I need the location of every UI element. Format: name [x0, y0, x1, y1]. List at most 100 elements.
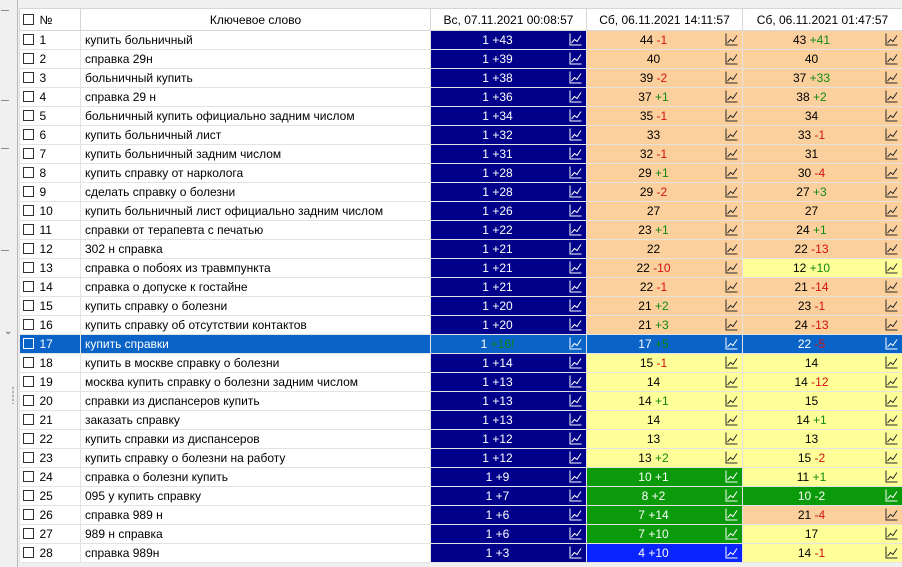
position-cell[interactable]: 10 -2 [742, 486, 902, 506]
row-checkbox-cell[interactable] [19, 467, 38, 487]
keyword-cell[interactable]: 302 н справка [80, 239, 431, 259]
position-cell[interactable]: 35 -1 [586, 106, 743, 126]
position-cell[interactable]: 14 [586, 410, 743, 430]
keyword-cell[interactable]: купить в москве справку о болезни [80, 353, 431, 373]
position-cell[interactable]: 14 [586, 372, 743, 392]
chart-icon[interactable] [569, 318, 582, 331]
chart-icon[interactable] [885, 261, 898, 274]
position-cell[interactable]: 22 -5 [742, 334, 902, 354]
chart-icon[interactable] [569, 470, 582, 483]
position-cell[interactable]: 29 -2 [586, 182, 743, 202]
chart-icon[interactable] [569, 413, 582, 426]
position-cell[interactable]: 21 +2 [586, 296, 743, 316]
chart-icon[interactable] [725, 527, 738, 540]
position-cell[interactable]: 14 -1 [742, 543, 902, 563]
position-cell[interactable]: 1 +20 [430, 315, 587, 335]
chart-icon[interactable] [725, 128, 738, 141]
row-checkbox[interactable] [23, 318, 35, 330]
position-cell[interactable]: 10 +1 [586, 467, 743, 487]
position-cell[interactable]: 30 -4 [742, 163, 902, 183]
chart-icon[interactable] [885, 299, 898, 312]
row-checkbox[interactable] [23, 242, 35, 254]
chart-icon[interactable] [569, 109, 582, 122]
position-cell[interactable]: 23 +1 [586, 220, 743, 240]
chart-icon[interactable] [725, 90, 738, 103]
keyword-cell[interactable]: 095 у купить справку [80, 486, 431, 506]
position-cell[interactable]: 37 +1 [586, 87, 743, 107]
chart-icon[interactable] [725, 375, 738, 388]
position-cell[interactable]: 13 [742, 429, 902, 449]
chart-icon[interactable] [569, 261, 582, 274]
chart-icon[interactable] [885, 147, 898, 160]
position-cell[interactable]: 1 +6 [430, 505, 587, 525]
position-cell[interactable]: 43 +41 [742, 30, 902, 50]
chart-icon[interactable] [725, 109, 738, 122]
position-cell[interactable]: 15 -1 [586, 353, 743, 373]
table-row[interactable]: 3 больничный купить 1 +38 39 -2 37 +33 [19, 68, 902, 88]
keyword-cell[interactable]: купить больничный [80, 30, 431, 50]
chart-icon[interactable] [725, 318, 738, 331]
row-checkbox[interactable] [23, 508, 35, 520]
table-row[interactable]: 12 302 н справка 1 +21 22 22 -13 [19, 239, 902, 259]
position-cell[interactable]: 1 +20 [430, 296, 587, 316]
row-checkbox-cell[interactable] [19, 391, 38, 411]
position-cell[interactable]: 1 +12 [430, 429, 587, 449]
chart-icon[interactable] [885, 52, 898, 65]
position-cell[interactable]: 8 +2 [586, 486, 743, 506]
row-checkbox[interactable] [23, 337, 35, 349]
column-header-date-2[interactable]: Сб, 06.11.2021 14:11:57 [586, 8, 743, 31]
row-checkbox[interactable] [23, 71, 35, 83]
chart-icon[interactable] [725, 185, 738, 198]
row-checkbox-cell[interactable] [19, 239, 38, 259]
row-checkbox-cell[interactable] [19, 429, 38, 449]
chart-icon[interactable] [725, 508, 738, 521]
position-cell[interactable]: 7 +10 [586, 524, 743, 544]
row-checkbox-cell[interactable] [19, 353, 38, 373]
chart-icon[interactable] [725, 337, 738, 350]
keyword-cell[interactable]: справки от терапевта с печатью [80, 220, 431, 240]
position-cell[interactable]: 1 +6 [430, 524, 587, 544]
collapse-arrow-icon[interactable]: ⌄ [4, 326, 13, 337]
position-cell[interactable]: 21 -4 [742, 505, 902, 525]
select-all-checkbox-cell[interactable] [19, 8, 38, 31]
row-checkbox[interactable] [23, 356, 35, 368]
keyword-cell[interactable]: справка 989н [80, 543, 431, 563]
column-header-date-3[interactable]: Сб, 06.11.2021 01:47:57 [742, 8, 902, 31]
row-checkbox[interactable] [23, 109, 35, 121]
chart-icon[interactable] [569, 204, 582, 217]
chart-icon[interactable] [885, 451, 898, 464]
position-cell[interactable]: 1 +21 [430, 258, 587, 278]
chart-icon[interactable] [725, 394, 738, 407]
table-row[interactable]: 11 справки от терапевта с печатью 1 +22 23 … [19, 220, 902, 240]
position-cell[interactable]: 1 +28 [430, 182, 587, 202]
table-row[interactable]: 7 купить больничный задним числом 1 +31 32 … [19, 144, 902, 164]
row-checkbox[interactable] [23, 223, 35, 235]
position-cell[interactable]: 27 +3 [742, 182, 902, 202]
row-checkbox[interactable] [23, 375, 35, 387]
table-row[interactable]: 6 купить больничный лист 1 +32 33 33 -1 [19, 125, 902, 145]
position-cell[interactable]: 40 [742, 49, 902, 69]
chart-icon[interactable] [725, 166, 738, 179]
keyword-cell[interactable]: 989 н справка [80, 524, 431, 544]
position-cell[interactable]: 22 -10 [586, 258, 743, 278]
chart-icon[interactable] [725, 242, 738, 255]
position-cell[interactable]: 1 +38 [430, 68, 587, 88]
chart-icon[interactable] [569, 546, 582, 559]
chart-icon[interactable] [885, 527, 898, 540]
position-cell[interactable]: 29 +1 [586, 163, 743, 183]
chart-icon[interactable] [569, 337, 582, 350]
position-cell[interactable]: 1 +32 [430, 125, 587, 145]
chart-icon[interactable] [885, 90, 898, 103]
position-cell[interactable]: 1 +31 [430, 144, 587, 164]
chart-icon[interactable] [885, 489, 898, 502]
position-cell[interactable]: 15 -2 [742, 448, 902, 468]
table-row[interactable]: 13 справка о побоях из травмпункта 1 +21 22… [19, 258, 902, 278]
keyword-cell[interactable]: купить справки из диспансеров [80, 429, 431, 449]
table-row[interactable]: 18 купить в москве справку о болезни 1 +14… [19, 353, 902, 373]
position-cell[interactable]: 1 +26 [430, 201, 587, 221]
table-row[interactable]: 21 заказать справку 1 +13 14 14 +1 [19, 410, 902, 430]
column-header-keyword[interactable]: Ключевое слово [80, 8, 431, 31]
row-checkbox-cell[interactable] [19, 144, 38, 164]
position-cell[interactable]: 1 +34 [430, 106, 587, 126]
position-cell[interactable]: 21 -14 [742, 277, 902, 297]
